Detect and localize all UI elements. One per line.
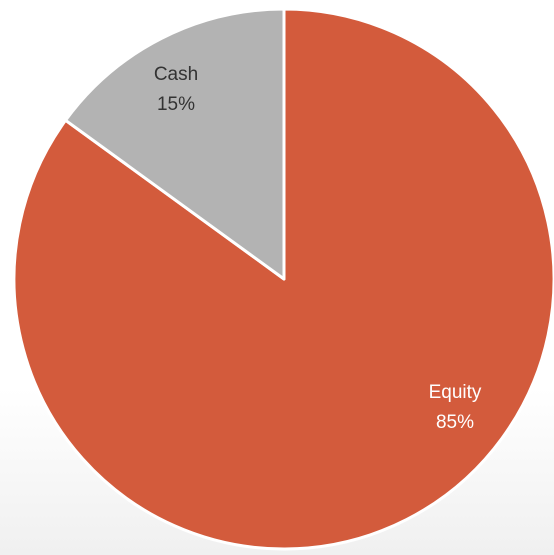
slice-value-label: 85% (436, 412, 474, 433)
pie-slice (64, 7, 286, 281)
slice-category-label: Cash (154, 64, 198, 85)
slice-category-label: Equity (429, 382, 482, 403)
slice-value-label: 15% (157, 94, 195, 115)
